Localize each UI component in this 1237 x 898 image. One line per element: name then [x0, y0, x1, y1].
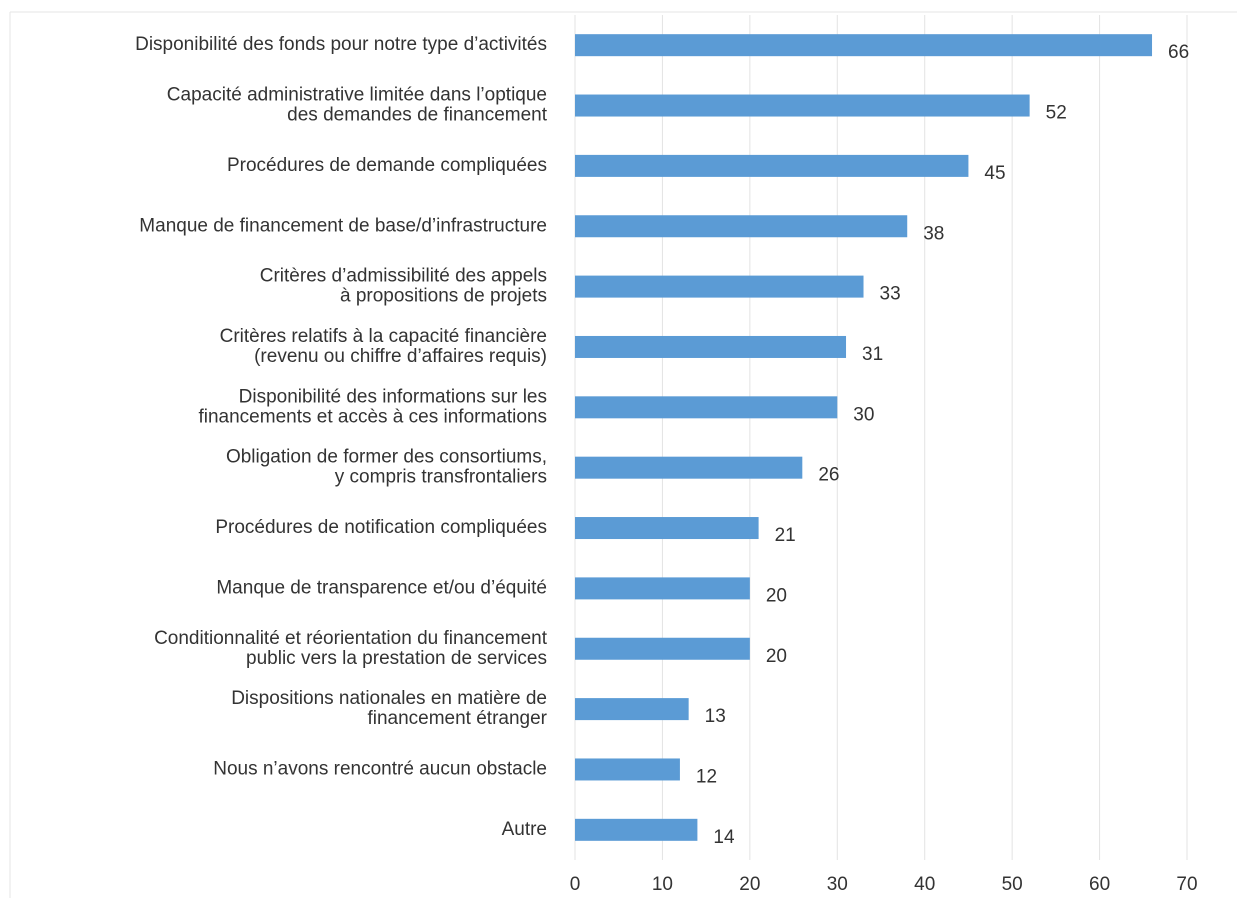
- y-tick-label: Critères d’admissibilité des appels à pro…: [260, 266, 547, 307]
- value-label: 31: [862, 344, 883, 365]
- bar: [575, 275, 864, 298]
- x-tick-label: 0: [570, 874, 581, 895]
- y-tick-label: Procédures de demande compliquées: [227, 155, 547, 176]
- y-tick-label: Dispositions nationales en matière de fin…: [231, 688, 547, 729]
- y-tick-label: Manque de financement de base/d’infrastr…: [139, 215, 547, 236]
- bar: [575, 517, 759, 540]
- y-tick-label: Capacité administrative limitée dans l’o…: [167, 85, 548, 126]
- bar: [575, 818, 698, 841]
- value-label: 13: [705, 706, 726, 727]
- value-label: 38: [923, 223, 944, 244]
- value-label: 14: [713, 827, 735, 848]
- bar: [575, 698, 689, 721]
- bar: [575, 94, 1030, 117]
- x-tick-label: 50: [1002, 874, 1023, 895]
- value-label: 21: [775, 525, 796, 546]
- x-tick-label: 40: [914, 874, 935, 895]
- value-label: 26: [818, 465, 839, 486]
- bar: [575, 577, 750, 600]
- y-tick-label: Autre: [502, 819, 547, 840]
- x-tick-label: 10: [652, 874, 673, 895]
- x-tick-label: 70: [1176, 874, 1197, 895]
- y-tick-label: Disponibilité des fonds pour notre type …: [135, 34, 547, 55]
- bar: [575, 456, 803, 479]
- value-label: 52: [1046, 103, 1067, 124]
- bar: [575, 396, 838, 419]
- value-label: 20: [766, 585, 787, 606]
- y-tick-label: Disponibilité des informations sur les fi…: [198, 386, 547, 427]
- value-label: 33: [880, 284, 901, 305]
- bar: [575, 215, 908, 238]
- bar: [575, 637, 750, 660]
- y-tick-label: Nous n’avons rencontré aucun obstacle: [213, 758, 547, 779]
- y-tick-label: Manque de transparence et/ou d’équité: [216, 577, 547, 598]
- bar: [575, 758, 680, 781]
- value-label: 66: [1168, 42, 1189, 63]
- x-tick-label: 30: [827, 874, 848, 895]
- x-tick-label: 20: [739, 874, 760, 895]
- value-label: 20: [766, 646, 787, 667]
- y-tick-label: Obligation de former des consortiums, y c…: [226, 447, 547, 488]
- value-label: 45: [984, 163, 1005, 184]
- bar: [575, 335, 847, 358]
- bar: [575, 34, 1153, 57]
- y-tick-label: Procédures de notification compliquées: [215, 517, 547, 538]
- bar: [575, 154, 969, 177]
- y-tick-label: Conditionnalité et réorientation du fina…: [154, 628, 548, 669]
- x-tick-label: 60: [1089, 874, 1110, 895]
- y-tick-label: Critères relatifs à la capacité financiè…: [220, 326, 547, 367]
- value-label: 12: [696, 766, 717, 787]
- value-label: 30: [853, 404, 874, 425]
